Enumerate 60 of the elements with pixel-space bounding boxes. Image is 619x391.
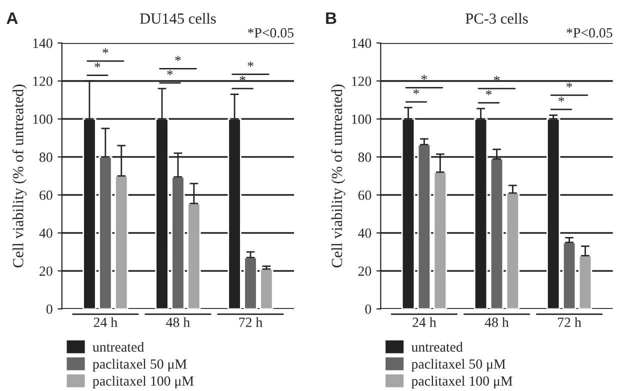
y-tick-label: 120 [352, 76, 372, 86]
y-tick-label: 100 [352, 114, 372, 124]
legend-label: paclitaxel 50 μM [411, 358, 506, 372]
legend-label: paclitaxel 50 μM [92, 358, 187, 372]
text: B [326, 12, 336, 24]
y-tick-label: 80 [40, 152, 52, 162]
bar [506, 192, 520, 309]
annotation: * [486, 90, 492, 96]
y-tick-label: 140 [33, 38, 52, 48]
y-tick-label: 120 [33, 76, 52, 86]
annotation: * [94, 62, 100, 68]
y-tick-label: 80 [358, 152, 372, 162]
y-tick-label: 40 [39, 228, 52, 238]
y-tick-label: 60 [40, 190, 52, 200]
chart-title: PC-3 cells [466, 12, 528, 24]
text: *P<0.05 [248, 28, 294, 38]
bar [171, 176, 185, 309]
x-tick-label: 72 h [558, 317, 582, 327]
annotation: * [413, 89, 420, 94]
y-tick-label: 60 [358, 190, 372, 200]
x-tick-label: 48 h [484, 317, 509, 327]
annotation: * [102, 48, 108, 54]
x-tick-label: 72 h [239, 317, 262, 327]
legend-label: untreated [411, 342, 463, 352]
bar [98, 156, 112, 309]
annotation: * [566, 82, 572, 88]
annotation: * [175, 56, 181, 61]
bar [187, 202, 201, 309]
y-tick-label: 140 [352, 38, 372, 48]
legend-label: untreated [92, 342, 144, 352]
y-axis-title: Cell viability (% of untreated) [12, 84, 26, 268]
bar [244, 256, 258, 309]
bar [417, 144, 432, 309]
y-tick-label: 20 [358, 266, 372, 276]
y-tick-label: 100 [33, 114, 52, 124]
x-tick-label: 24 h [94, 317, 118, 327]
bar [114, 175, 128, 309]
annotation: * [167, 70, 173, 76]
x-tick-label: 24 h [412, 317, 436, 327]
bar [433, 171, 448, 309]
legend-label: paclitaxel 100 μM [92, 376, 194, 389]
x-tick-label: 48 h [166, 317, 190, 327]
y-tick-label: 40 [358, 228, 372, 238]
chart-title: DU145 cells [140, 12, 216, 24]
bar [490, 158, 504, 309]
y-tick-label: 0 [365, 304, 372, 314]
text: *P<0.05 [566, 28, 612, 38]
bar [578, 255, 592, 309]
y-axis-title: Cell viability (% of untreated) [331, 84, 346, 268]
annotation: * [558, 96, 564, 102]
y-tick-label: 20 [40, 266, 52, 276]
text: A [6, 12, 18, 24]
y-tick-label: 0 [46, 304, 52, 314]
legend-label: paclitaxel 100 μM [411, 376, 512, 389]
annotation: * [248, 62, 254, 67]
bar [260, 268, 274, 309]
bar [562, 242, 576, 309]
annotation: * [240, 76, 246, 81]
annotation: * [421, 74, 428, 80]
annotation: * [494, 76, 500, 81]
